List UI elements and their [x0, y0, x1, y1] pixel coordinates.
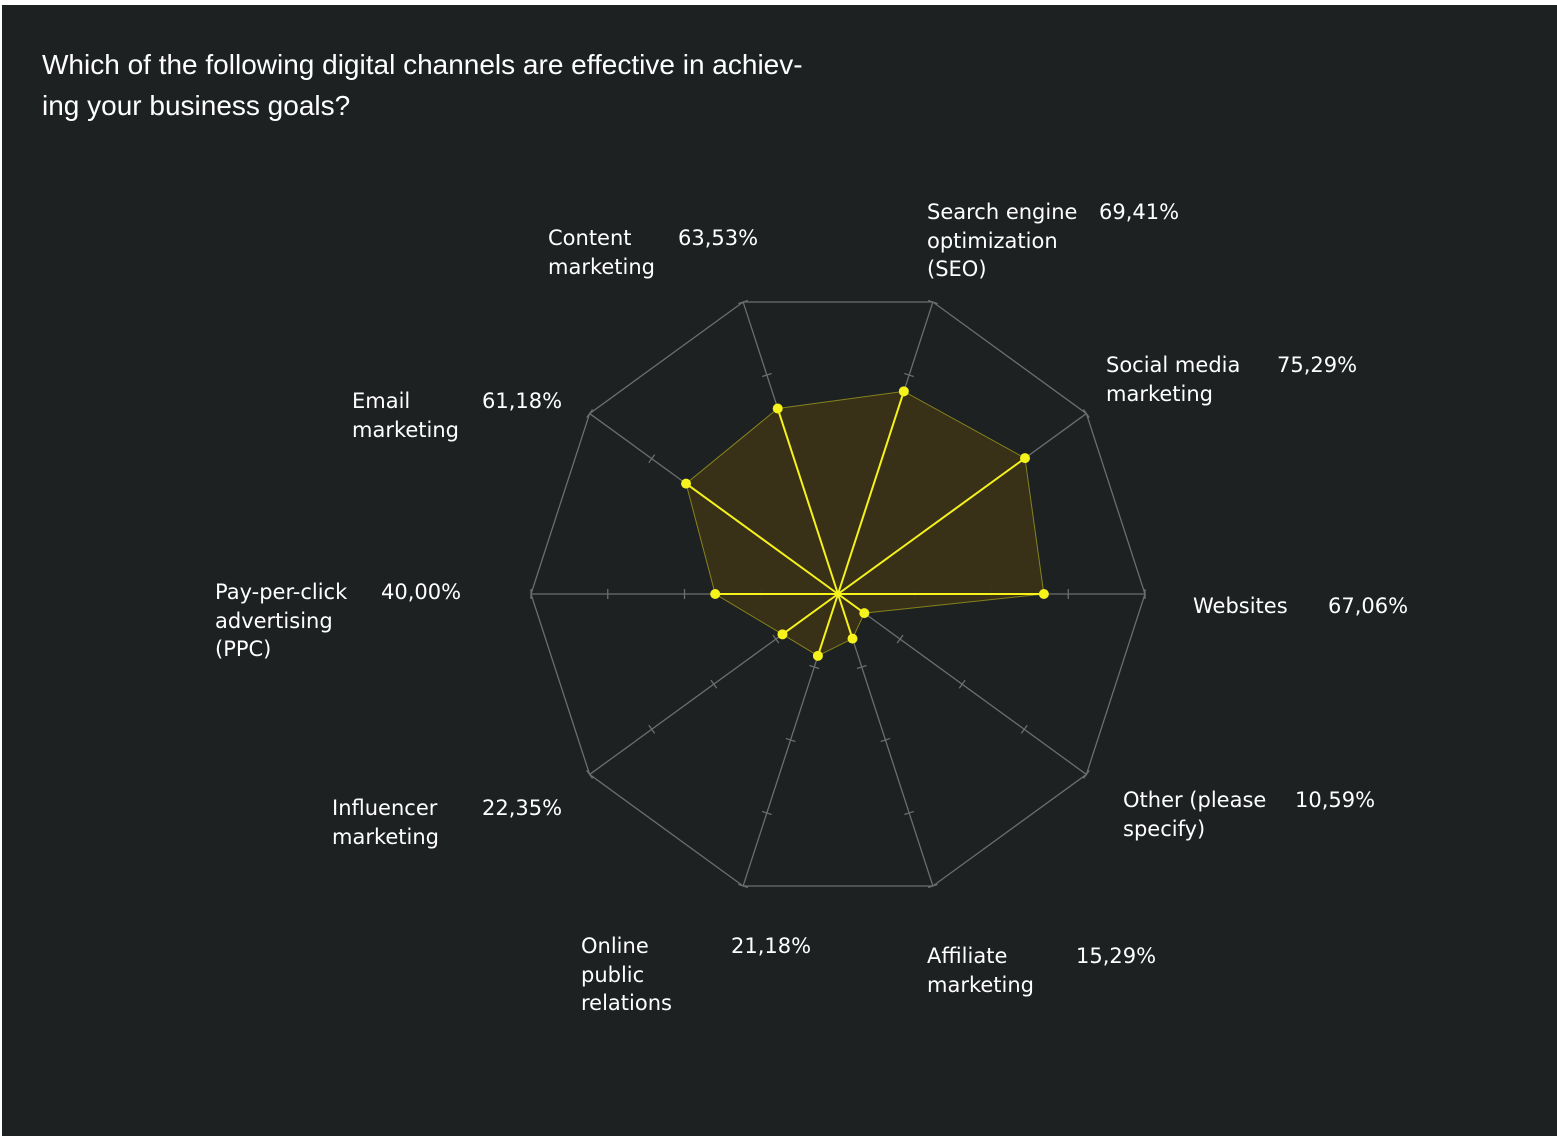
data-ray-8 [816, 593, 839, 657]
category-name-line: marketing [1106, 381, 1213, 406]
radar-tick [904, 810, 915, 816]
data-point-6 [710, 589, 721, 599]
category-label-4: Content marketing 63,53% [548, 224, 758, 281]
category-name-line: (SEO) [927, 257, 987, 281]
chart-title-line-1: Which of the following digital channels … [42, 49, 803, 80]
data-ray-2 [837, 457, 1026, 595]
category-label-10: Other (please specify) 10,59% [1123, 786, 1375, 843]
data-point-1 [1038, 589, 1049, 599]
category-name-line: Websites [1193, 594, 1288, 618]
category-label-1: Websites 67,06% [1193, 592, 1408, 621]
category-name: Other (please specify) [1123, 786, 1266, 843]
radar-tick [710, 679, 718, 689]
radar-tick [761, 372, 772, 378]
radar-tick [856, 664, 867, 670]
category-name-line: public [581, 962, 645, 987]
category-name-line: advertising [215, 608, 333, 633]
category-value-label: 61,18% [482, 389, 563, 413]
data-point-9 [847, 633, 858, 644]
data-point-8 [812, 650, 823, 661]
category-name-line: Email [352, 389, 411, 413]
radar-tick [785, 737, 796, 743]
data-point-2 [1019, 453, 1030, 464]
category-label-7: Influencer marketing 22,35% [332, 794, 562, 851]
category-value-label: 69,41% [1099, 200, 1180, 224]
category-name-line: optimization [927, 228, 1058, 253]
category-value-label: 40,00% [381, 580, 462, 604]
radar-tick [738, 299, 749, 305]
category-value-label: 21,18% [731, 934, 812, 958]
radar-data [681, 386, 1049, 661]
category-name-line: relations [581, 991, 672, 1015]
category-value-label: 67,06% [1328, 594, 1409, 618]
radar-tick [904, 372, 915, 378]
radar-tick [586, 409, 594, 418]
data-ray-3 [837, 391, 905, 595]
category-name: Social media marketing [1106, 351, 1240, 408]
category-name: Search engine optimization (SEO) [927, 198, 1077, 284]
radar-tick [880, 737, 891, 743]
category-name: Email marketing [352, 387, 459, 444]
radar-tick [772, 634, 780, 644]
category-label-6: Pay-per-click advertising (PPC) 40,00% [215, 578, 461, 664]
category-name-line: Pay-per-click [215, 580, 348, 604]
category-value-label: 22,35% [482, 796, 563, 820]
category-name-line: marketing [332, 824, 439, 849]
category-name-line: (PPC) [215, 637, 272, 661]
category-name-line: Online [581, 934, 649, 958]
category-label-8: Online public relations 21,18% [581, 932, 811, 1018]
category-name: Affiliate marketing [927, 942, 1034, 999]
data-point-4 [772, 403, 783, 414]
data-ray-7 [781, 593, 839, 636]
radar-tick [927, 883, 938, 889]
data-ray-4 [776, 408, 839, 595]
category-name-line: specify) [1123, 816, 1206, 841]
category-value-label: 10,59% [1295, 788, 1376, 812]
data-ray-10 [837, 593, 865, 614]
category-name-line: Other (please [1123, 788, 1267, 812]
category-name-line: Influencer [332, 796, 438, 820]
radar-tick [927, 299, 938, 305]
category-value-label: 63,53% [678, 226, 759, 250]
data-point-7 [777, 629, 788, 640]
radar-tick [648, 724, 656, 734]
category-value-label: 15,29% [1076, 944, 1157, 968]
category-name-line: marketing [927, 972, 1034, 997]
radar-tick [958, 679, 966, 689]
category-name-line: marketing [352, 417, 459, 442]
category-label-5: Email marketing 61,18% [352, 387, 562, 444]
category-name-line: Content [548, 226, 632, 250]
category-name: Pay-per-click advertising (PPC) [215, 578, 347, 664]
radar-tick [1082, 770, 1090, 779]
data-point-5 [681, 478, 692, 489]
category-label-2: Social media marketing 75,29% [1106, 351, 1357, 408]
category-name-line: Affiliate [927, 944, 1008, 968]
category-name-line: Social media [1106, 353, 1241, 377]
category-name-line: Search engine [927, 200, 1078, 224]
category-label-9: Affiliate marketing 15,29% [927, 942, 1156, 999]
category-name: Content marketing [548, 224, 655, 281]
category-label-3: Search engine optimization (SEO) 69,41% [927, 198, 1179, 284]
data-point-3 [898, 386, 909, 397]
category-name-line: marketing [548, 254, 655, 279]
data-ray-5 [685, 482, 839, 595]
radar-tick [586, 770, 594, 779]
radar-tick [809, 664, 820, 670]
radar-tick [1020, 724, 1028, 734]
radar-tick [738, 883, 749, 889]
category-value-label: 75,29% [1277, 353, 1358, 377]
data-point-10 [859, 608, 870, 619]
radar-tick [761, 810, 772, 816]
radar-tick [896, 634, 904, 644]
radar-tick [1082, 409, 1090, 418]
data-ray-9 [837, 593, 854, 639]
category-name: Influencer marketing [332, 794, 439, 851]
category-name: Online public relations [581, 932, 672, 1018]
category-name: Websites [1193, 592, 1288, 621]
chart-title: Which of the following digital channels … [42, 44, 842, 126]
radar-tick [648, 454, 656, 464]
chart-title-line-2: ing your business goals? [42, 90, 351, 121]
